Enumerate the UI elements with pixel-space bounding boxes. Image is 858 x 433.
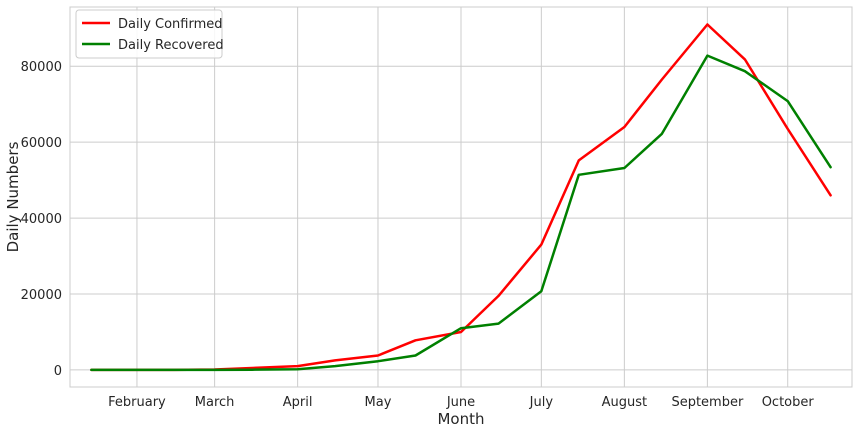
y-axis-title: Daily Numbers [4, 141, 22, 252]
x-tick-label: March [195, 395, 235, 410]
x-tick-label: July [529, 395, 554, 410]
y-tick-label: 40000 [21, 212, 62, 227]
x-tick-label: September [671, 395, 744, 410]
x-tick-labels: February March April May June July August Septe… [108, 395, 814, 410]
x-tick-label: June [446, 395, 475, 410]
legend-label-daily-confirmed: Daily Confirmed [118, 17, 223, 32]
x-tick-label: April [283, 395, 313, 410]
x-tick-label: August [602, 395, 648, 410]
x-tick-label: May [365, 395, 392, 410]
y-tick-label: 20000 [21, 288, 62, 303]
y-tick-labels: 0 20000 40000 60000 80000 [21, 60, 62, 379]
y-tick-label: 60000 [21, 136, 62, 151]
series-lines [90, 23, 832, 372]
y-tick-label: 0 [54, 364, 62, 379]
plot-frame [69, 6, 853, 388]
x-tick-label: February [108, 395, 166, 410]
x-axis-title: Month [437, 410, 484, 428]
legend: Daily Confirmed Daily Recovered [75, 9, 224, 59]
y-tick-label: 80000 [21, 60, 62, 75]
legend-box [75, 9, 223, 59]
series-line-daily-recovered [90, 54, 832, 372]
grid [70, 7, 852, 387]
x-tick-label: October [762, 395, 815, 410]
legend-label-daily-recovered: Daily Recovered [118, 38, 224, 53]
